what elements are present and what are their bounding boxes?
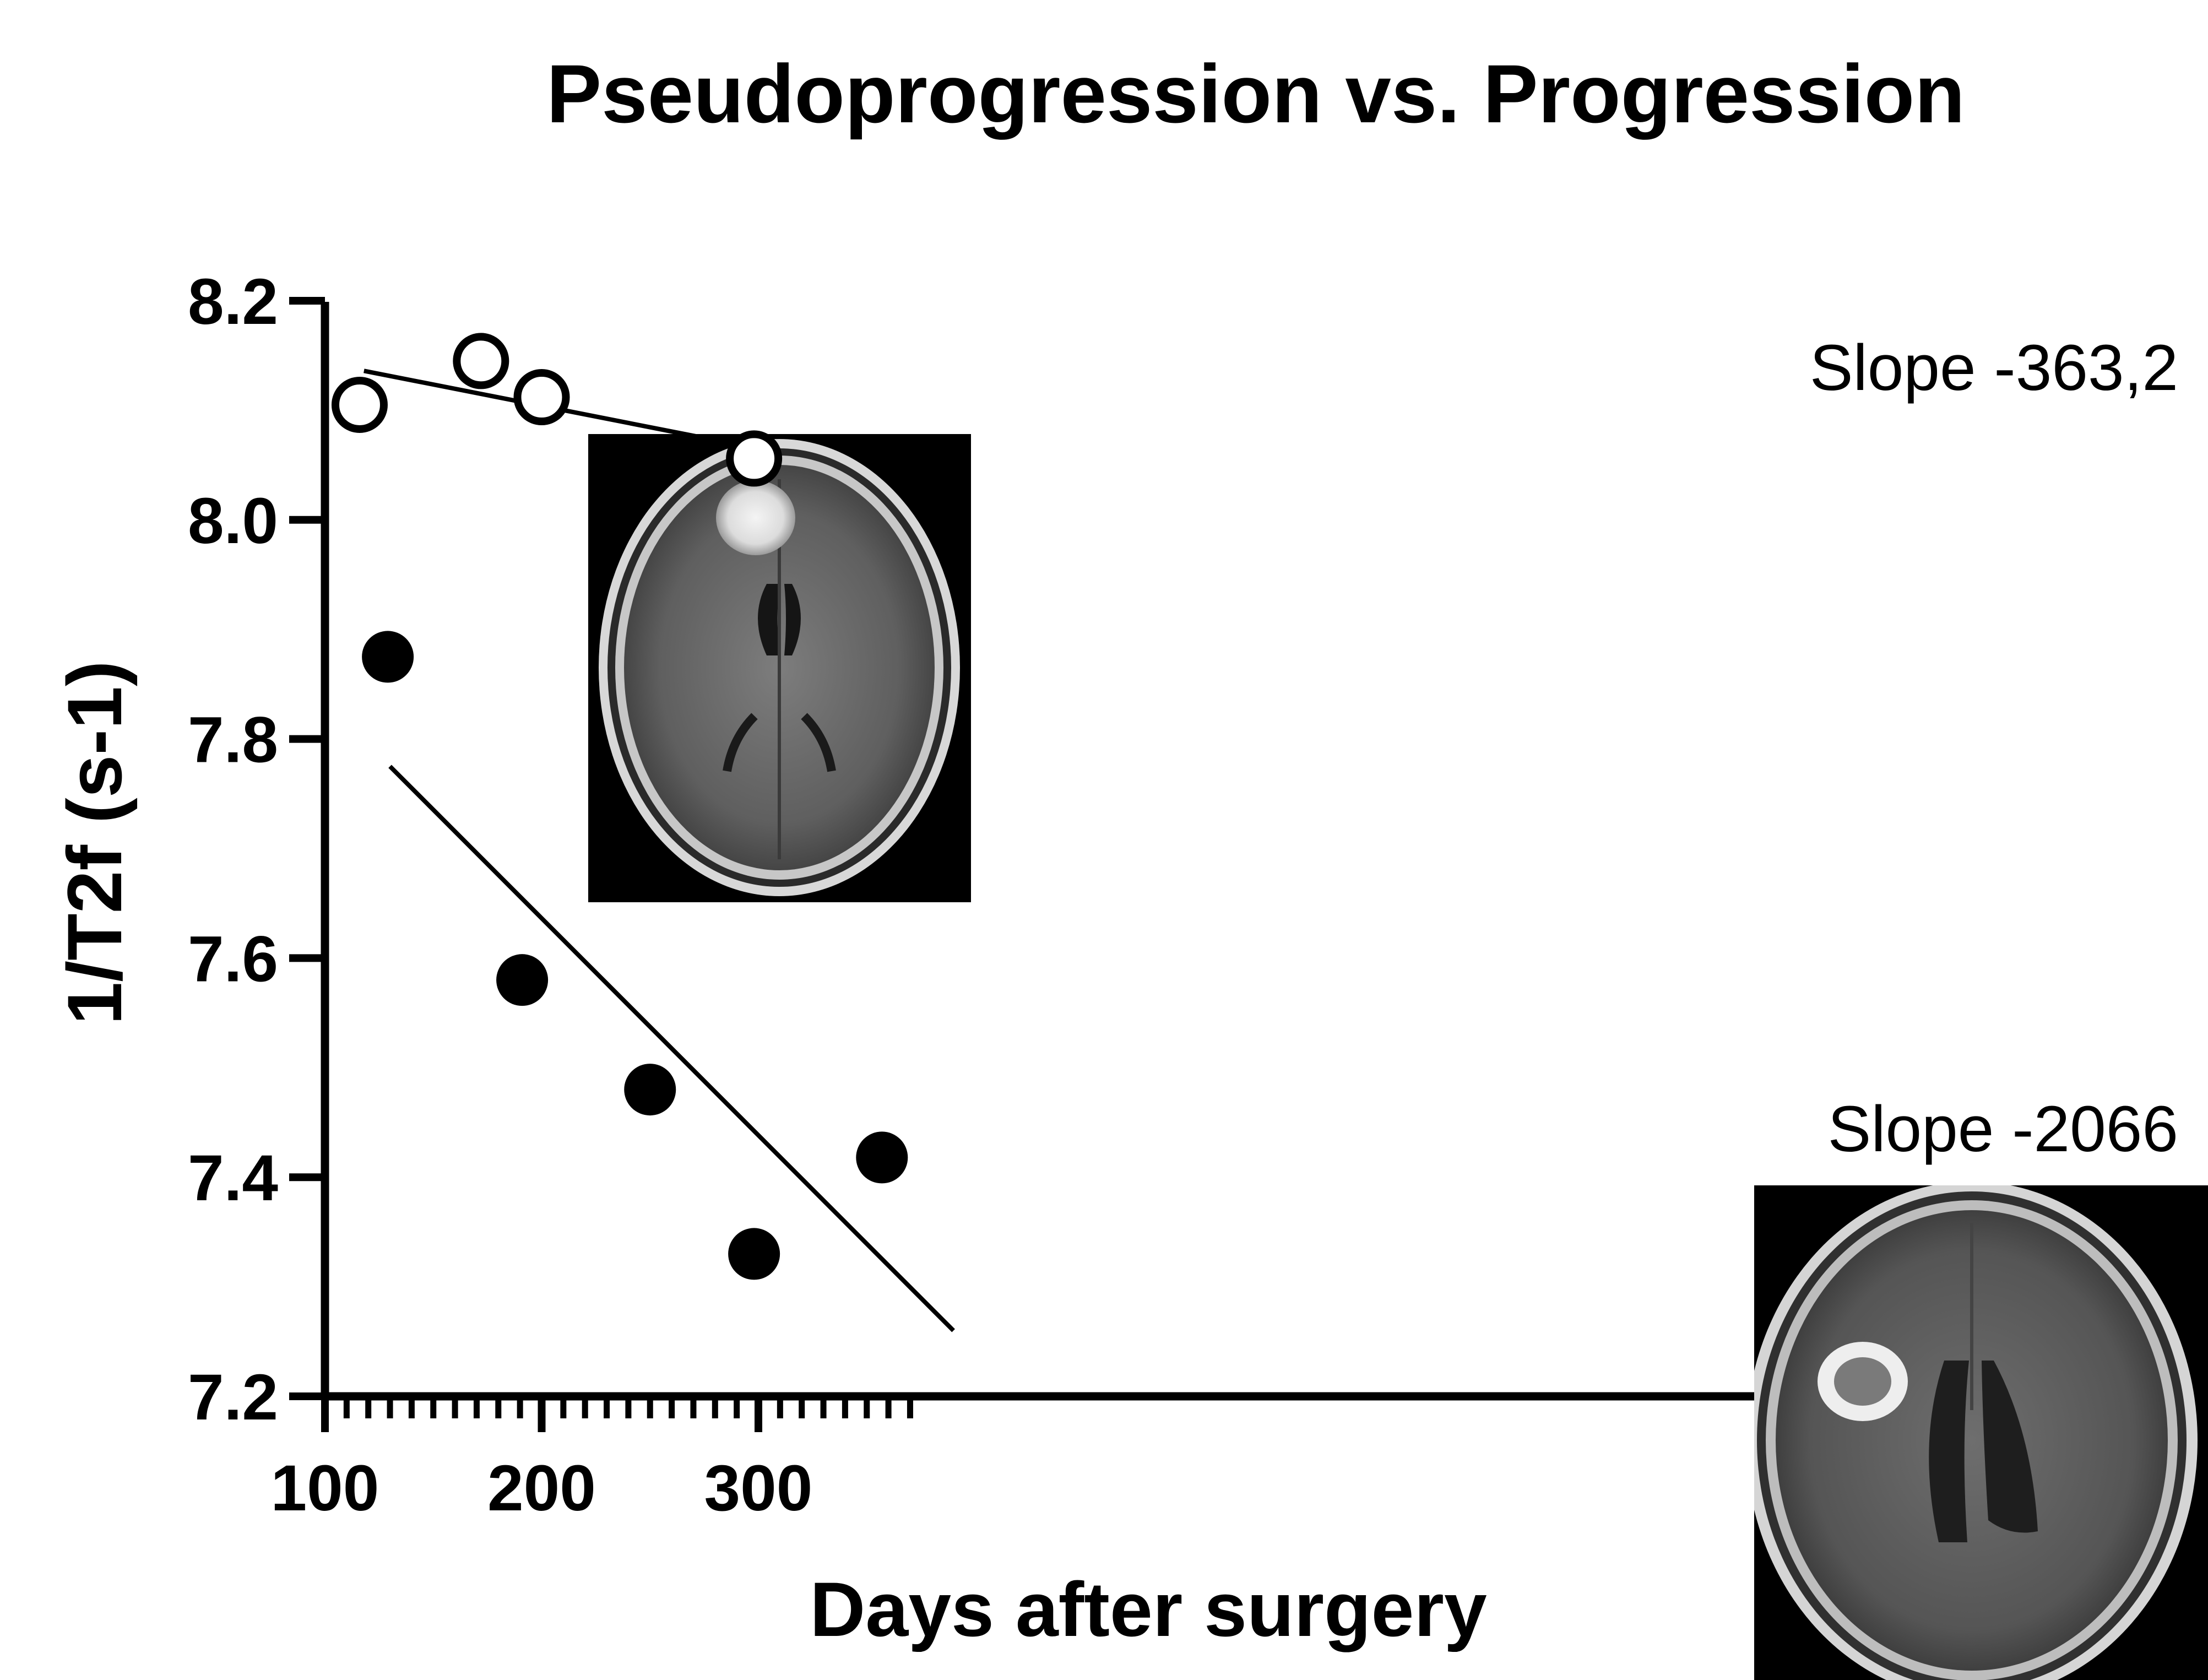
y-axis-label: 1/T2f (s-1) [51,660,138,1025]
data-point-pseudoprogression [513,369,570,426]
fit-line-progression [388,765,955,1332]
y-tick-label: 7.4 [188,1142,278,1215]
data-point-progression [496,954,549,1006]
series-progression [362,631,908,1280]
y-tick-label: 7.6 [188,923,278,995]
x-tick-label: 200 [487,1452,596,1525]
y-ticks: 7.2 7.4 7.6 7.8 8.0 8.2 [188,265,325,1434]
y-tick-label: 7.2 [188,1361,278,1434]
y-tick-label: 8.0 [188,485,278,557]
x-tick-label: 100 [271,1452,379,1525]
x-ticks: 100 200 300 [271,1396,913,1525]
y-tick-label: 7.8 [188,704,278,777]
data-point-progression [728,1228,780,1280]
pseudoprogression-mri-inset [588,434,971,902]
axes: 7.2 7.4 7.6 7.8 8.0 8.2 100 200 300 [188,265,1754,1525]
chart-title: Pseudoprogression vs. Progression [546,47,1965,140]
x-axis-label: Days after surgery [810,1566,1487,1652]
series-pseudoprogression [331,333,783,487]
data-point-pseudoprogression [726,430,783,487]
data-point-pseudoprogression [453,333,509,389]
data-point-progression [362,631,414,683]
slope-annotation-pseudoprogression: Slope -363,2 [1810,332,2178,404]
data-point-pseudoprogression [331,376,388,433]
x-tick-label: 300 [704,1452,813,1525]
slope-annotation-progression: Slope -2066 [1828,1093,2178,1166]
data-point-progression [856,1131,908,1184]
y-tick-label: 8.2 [188,265,278,338]
progression-mri-inset [1754,1185,2208,1680]
data-point-progression [624,1064,676,1116]
